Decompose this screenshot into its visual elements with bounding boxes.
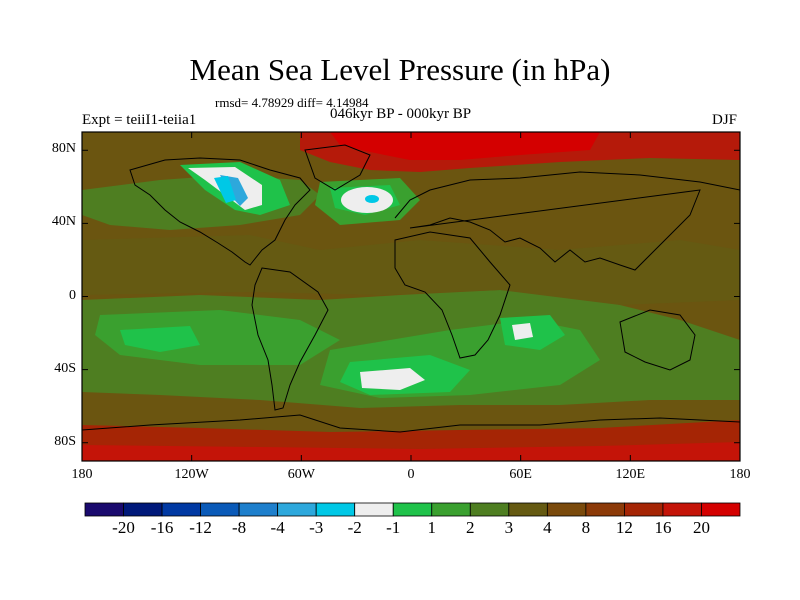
colorbar-label: -4 [270, 518, 285, 537]
colorbar-swatch [585, 502, 625, 517]
colorbar-swatch [392, 502, 433, 517]
coast-eurasia [394, 171, 740, 271]
colorbar-label: 1 [427, 518, 437, 537]
coast-south-america [251, 267, 329, 411]
region-north-atlantic-low-core [365, 195, 379, 203]
colorbar-label: 12 [615, 518, 633, 537]
colorbar-swatch [701, 502, 741, 517]
colorbar-swatch [354, 502, 394, 517]
colorbar [84, 502, 741, 517]
chart-title: Mean Sea Level Pressure (in hPa) [189, 52, 611, 87]
lat-label: 80S [54, 433, 76, 449]
lat-label: 80N [51, 141, 76, 157]
lon-label: 120E [615, 467, 646, 482]
coastlines [82, 144, 740, 433]
region-south-bright-3 [500, 315, 565, 350]
coast-antarctica [82, 414, 740, 433]
lon-label: 60E [509, 467, 532, 482]
region-tropic-green [82, 235, 740, 305]
colorbar-swatch [84, 502, 124, 517]
region-arctic-high-core [330, 132, 600, 160]
colorbar-swatch [662, 502, 702, 517]
colorbar-swatch [315, 502, 356, 517]
colorbar-swatch [238, 502, 279, 517]
colorbar-swatch [508, 502, 548, 517]
lat-label: 40N [51, 214, 76, 230]
coast-north-america [129, 157, 311, 266]
lon-label: 180 [71, 467, 93, 482]
colorbar-label: -3 [309, 518, 324, 537]
colorbar-swatch [200, 502, 240, 517]
colorbar-swatch [123, 502, 163, 517]
colorbar-label: -12 [189, 518, 212, 537]
lon-label: 180 [729, 467, 751, 482]
lat-label: 0 [69, 287, 76, 303]
region-south-bright [120, 326, 200, 352]
map-ticks [81, 132, 741, 461]
colorbar-label: 4 [543, 518, 552, 537]
region-antarctic-high-core [82, 442, 740, 461]
colorbar-swatch [469, 502, 510, 517]
colorbar-swatch [431, 502, 471, 517]
colorbar-label: 16 [654, 518, 672, 537]
colorbar-label: -1 [386, 518, 401, 537]
lon-label: 120W [174, 467, 209, 482]
colorbar-label: 2 [466, 518, 475, 537]
stats-line: rmsd= 4.78929 diff= 4.14984 [215, 95, 369, 110]
colorbar-swatch [624, 502, 664, 517]
season-label: DJF [712, 112, 738, 128]
colorbar-label: 8 [581, 518, 591, 537]
colorbar-label: -8 [232, 518, 247, 537]
period-label: 046kyr BP - 000kyr BP [330, 106, 472, 122]
region-south-low-2 [512, 323, 533, 340]
colorbar-swatch [277, 502, 317, 517]
colorbar-label: -2 [347, 518, 362, 537]
experiment-label: Expt = teiiI1-teiia1 [82, 112, 197, 128]
region-south-low [360, 368, 425, 390]
colorbar-label: 20 [692, 518, 710, 537]
colorbar-label: -16 [150, 518, 174, 537]
colorbar-label: -20 [112, 518, 135, 537]
colorbar-swatch [161, 502, 201, 517]
coast-africa [394, 231, 511, 359]
coast-australia [619, 309, 696, 371]
coast-greenland [304, 144, 371, 191]
lat-label: 40S [54, 360, 76, 376]
colorbar-label: 3 [504, 518, 514, 537]
lon-label: 60W [287, 467, 315, 482]
map-field [82, 132, 740, 461]
colorbar-swatch [546, 502, 587, 517]
region-laurentide-cyan [214, 176, 236, 203]
lon-label: 0 [407, 467, 415, 482]
